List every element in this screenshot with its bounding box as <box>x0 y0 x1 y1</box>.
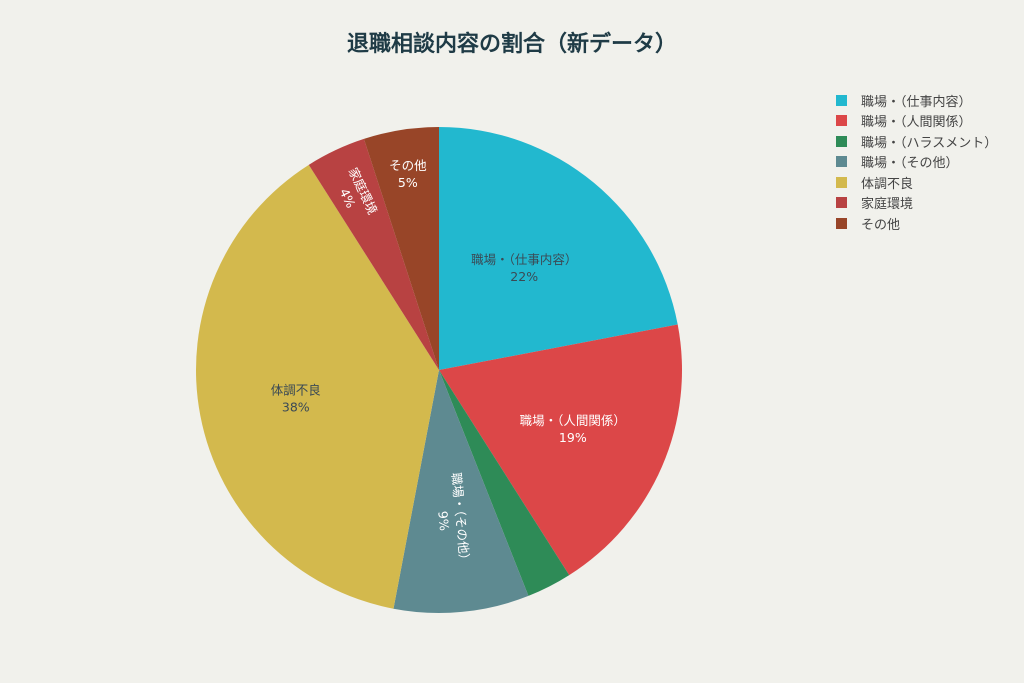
chart-title: 退職相談内容の割合（新データ） <box>346 32 677 57</box>
pie-slice[interactable] <box>308 138 439 370</box>
legend-label: 職場・（その他） <box>861 156 959 172</box>
slice-label: 職場・（仕事内容） 22% <box>471 252 577 284</box>
svg-text:体調不良: 体調不良 <box>271 382 321 397</box>
legend-swatch <box>836 94 847 106</box>
legend-label: その他 <box>861 217 901 233</box>
pie-slice[interactable] <box>363 127 439 370</box>
svg-text:その他: その他 <box>389 158 427 173</box>
svg-text:22%: 22% <box>510 269 538 284</box>
legend-item[interactable]: 職場・（仕事内容） <box>836 90 997 111</box>
legend-item[interactable]: 職場・（その他） <box>836 152 997 173</box>
pie-slice[interactable] <box>439 370 570 596</box>
legend-item[interactable]: 職場・（ハラスメント） <box>836 131 997 152</box>
svg-text:38%: 38% <box>282 399 310 414</box>
legend-label: 職場・（仕事内容） <box>861 94 972 110</box>
pie-slice[interactable] <box>393 370 529 614</box>
legend-label: 体調不良 <box>861 176 914 192</box>
pie-slice[interactable] <box>195 164 439 609</box>
svg-text:9%: 9% <box>435 510 452 531</box>
legend-label: 職場・（人間関係） <box>861 115 972 131</box>
legend: 職場・（仕事内容） 職場・（人間関係） 職場・（ハラスメント） 職場・（その他）… <box>836 90 997 234</box>
legend-swatch <box>836 115 847 127</box>
legend-swatch <box>836 197 847 209</box>
pie-slice[interactable] <box>439 324 682 576</box>
legend-label: 家庭環境 <box>861 197 914 213</box>
slice-label: 職場・（人間関係） 19% <box>520 413 626 445</box>
legend-swatch <box>836 135 847 147</box>
svg-text:職場・（人間関係）: 職場・（人間関係） <box>520 413 626 428</box>
slice-label: その他 5% <box>389 158 427 190</box>
legend-item[interactable]: 職場・（人間関係） <box>836 111 997 132</box>
svg-text:5%: 5% <box>398 175 418 190</box>
slice-label: 体調不良 38% <box>271 382 321 414</box>
legend-swatch <box>836 176 847 188</box>
pie-slice[interactable] <box>439 127 678 370</box>
legend-item[interactable]: 体調不良 <box>836 172 997 193</box>
legend-label: 職場・（ハラスメント） <box>861 135 998 151</box>
svg-text:職場・（仕事内容）: 職場・（仕事内容） <box>471 252 577 267</box>
legend-swatch <box>836 217 847 229</box>
legend-item[interactable]: その他 <box>836 213 997 234</box>
legend-item[interactable]: 家庭環境 <box>836 193 997 214</box>
svg-text:19%: 19% <box>559 430 587 445</box>
legend-swatch <box>836 156 847 168</box>
